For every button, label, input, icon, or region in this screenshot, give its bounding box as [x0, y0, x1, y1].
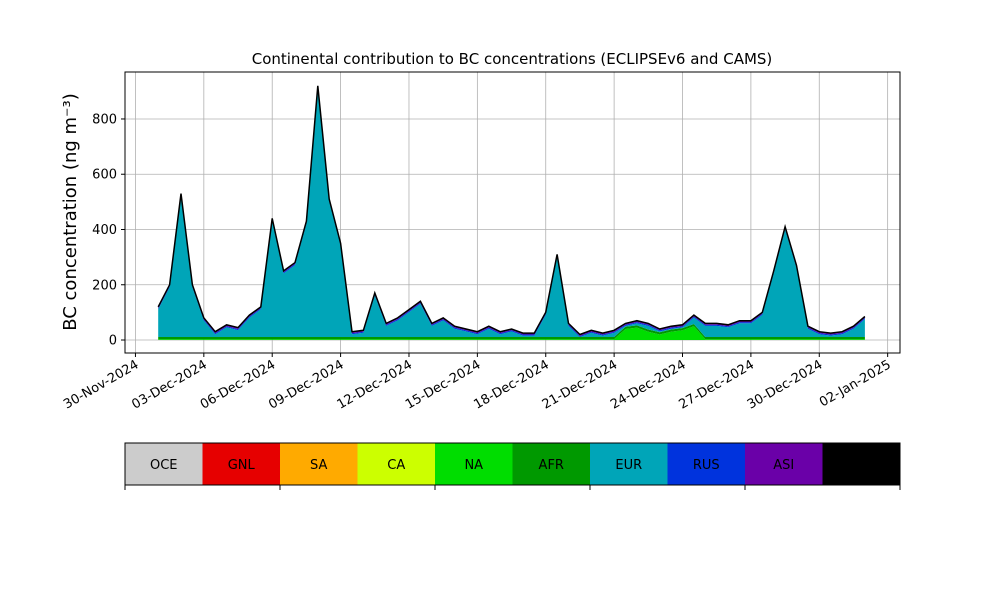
x-tick-label: 24-Dec-2024	[608, 357, 688, 412]
legend-label: EUR	[615, 458, 642, 473]
legend-swatch	[745, 443, 823, 485]
area	[158, 326, 865, 340]
legend-label: RUS	[693, 458, 720, 473]
x-tick-label: 06-Dec-2024	[198, 357, 278, 412]
legend-label: CA	[387, 458, 405, 473]
legend-label: AUS	[848, 458, 875, 473]
legend-swatch	[357, 443, 435, 485]
legend-swatch	[125, 443, 203, 485]
x-tick-label: 12-Dec-2024	[335, 357, 415, 412]
legend-label: GNL	[228, 458, 256, 473]
y-tick-label: 200	[92, 278, 117, 293]
legend-label: OCE	[150, 458, 178, 473]
y-tick-label: 800	[92, 112, 117, 127]
area	[158, 88, 865, 337]
x-tick-label: 30-Nov-2024	[61, 357, 141, 412]
legend-swatch	[590, 443, 668, 485]
plot-frame	[124, 71, 901, 354]
legend-label: AFR	[539, 458, 564, 473]
legend-label: SA	[310, 458, 327, 473]
y-tick-label: 600	[92, 168, 117, 183]
y-tick-label: 400	[92, 223, 117, 238]
x-tick-label: 21-Dec-2024	[540, 357, 620, 412]
area	[158, 324, 865, 340]
legend-swatch	[512, 443, 590, 485]
legend-swatch	[435, 443, 513, 485]
legend-swatch	[280, 443, 358, 485]
outline	[157, 85, 866, 336]
x-tick-label: 02-Jan-2025	[817, 357, 894, 410]
legend-label: NA	[464, 458, 483, 473]
legend-swatch	[822, 443, 900, 485]
legend-swatch	[202, 443, 280, 485]
legend-frame	[124, 442, 901, 486]
y-tick-label: 0	[109, 334, 117, 349]
legend-label: ASI	[773, 458, 794, 473]
x-tick-label: 30-Dec-2024	[745, 357, 825, 412]
x-tick-label: 27-Dec-2024	[676, 357, 756, 412]
x-tick-label: 09-Dec-2024	[266, 357, 346, 412]
x-tick-label: 03-Dec-2024	[129, 357, 209, 412]
x-tick-label: 15-Dec-2024	[403, 357, 483, 412]
y-axis-label: BC concentration (ng m⁻³)	[60, 93, 81, 331]
chart-title: Continental contribution to BC concentra…	[252, 50, 773, 68]
x-tick-label: 18-Dec-2024	[471, 357, 551, 412]
legend-swatch	[667, 443, 745, 485]
